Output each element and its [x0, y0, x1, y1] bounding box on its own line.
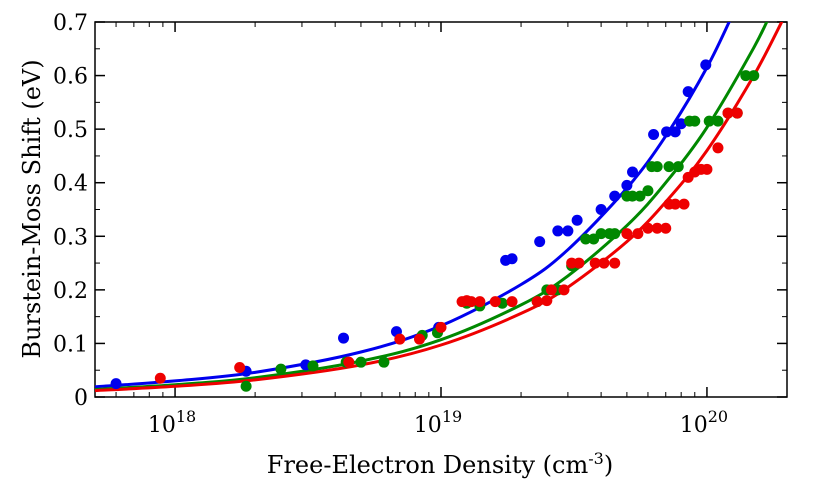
data-point-red: [343, 356, 355, 368]
y-tick-label: 0.6: [53, 65, 88, 90]
data-point-green: [609, 228, 621, 240]
data-point-blue: [562, 225, 574, 237]
data-point-blue: [534, 236, 546, 248]
fit-curve-blue: [95, 22, 731, 389]
data-point-red: [234, 362, 246, 374]
fit-curve-red: [95, 22, 784, 393]
series-red: [95, 22, 784, 393]
data-point-red: [545, 284, 557, 296]
points-blue: [110, 59, 712, 390]
y-tick-label: 0.1: [53, 332, 88, 357]
data-point-red: [573, 257, 585, 269]
data-point-blue: [110, 378, 122, 390]
y-tick-label: 0.2: [53, 279, 88, 304]
plot-area: [95, 22, 784, 393]
data-point-green: [651, 161, 663, 173]
data-point-red: [413, 333, 425, 345]
series-blue: [95, 22, 731, 389]
x-tick-label: 1019: [414, 407, 462, 438]
data-point-green: [378, 356, 390, 368]
data-point-red: [678, 198, 690, 210]
data-point-red: [651, 222, 663, 234]
data-point-red: [489, 296, 501, 308]
data-point-blue: [700, 59, 712, 71]
data-point-blue: [595, 204, 607, 215]
x-axis-title: Free-Electron Density (cm-3): [267, 449, 613, 479]
y-tick-label: 0.4: [53, 172, 88, 197]
data-point-red: [609, 257, 621, 269]
data-point-green: [595, 228, 607, 240]
data-point-red: [474, 296, 486, 308]
x-axis-title-exponent: -3: [588, 449, 604, 468]
data-point-blue: [506, 253, 518, 265]
x-axis-title-main: Free-Electron Density (cm: [267, 451, 589, 479]
data-point-green: [712, 115, 724, 127]
data-point-blue: [669, 126, 681, 138]
data-point-blue: [675, 118, 687, 130]
data-point-red: [589, 257, 601, 269]
data-point-blue: [338, 332, 350, 344]
data-point-green: [748, 70, 760, 82]
x-axis: 1018 1019 1020: [94, 22, 788, 438]
data-point-green: [642, 185, 654, 197]
data-point-red: [154, 372, 166, 384]
data-point-red: [435, 321, 447, 333]
x-axis-title-close: ): [604, 451, 613, 479]
data-point-red: [531, 296, 543, 308]
data-point-blue: [571, 214, 583, 226]
data-point-green: [307, 360, 319, 372]
data-point-red: [632, 228, 644, 240]
data-point-blue: [552, 225, 564, 237]
data-point-green: [240, 380, 252, 392]
data-point-green: [663, 161, 675, 173]
data-point-blue: [682, 86, 694, 98]
x-tick-label: 1018: [148, 407, 196, 438]
data-point-green: [703, 115, 715, 127]
y-axis-title: Burstein-Moss Shift (eV): [18, 59, 46, 358]
points-red: [154, 107, 743, 384]
data-point-red: [558, 284, 570, 296]
data-point-blue: [627, 166, 639, 178]
data-point-red: [506, 296, 518, 308]
data-point-red: [669, 198, 681, 210]
data-point-red: [465, 296, 477, 308]
data-point-blue: [621, 179, 633, 191]
y-tick-label: 0.7: [53, 11, 88, 36]
data-point-red: [712, 142, 724, 154]
data-point-red: [541, 295, 553, 307]
data-point-red: [642, 222, 654, 234]
data-point-red: [394, 333, 406, 345]
data-point-green: [689, 115, 701, 127]
x-tick-label: 1020: [680, 407, 728, 438]
data-point-green: [672, 161, 684, 173]
data-point-blue: [648, 129, 660, 140]
data-point-green: [634, 190, 646, 202]
y-tick-label: 0.5: [53, 118, 88, 143]
data-point-green: [580, 233, 592, 245]
data-point-red: [731, 107, 743, 119]
data-point-red: [660, 222, 672, 234]
data-point-red: [598, 257, 610, 269]
series-layer: [95, 22, 784, 393]
data-point-red: [722, 107, 734, 119]
y-axis: 0 0.1 0.2 0.3 0.4 0.5 0.6 0.7: [53, 11, 787, 411]
data-point-green: [275, 363, 287, 375]
data-point-red: [621, 228, 633, 240]
data-point-blue: [661, 126, 673, 138]
data-point-green: [740, 70, 752, 82]
y-tick-label: 0.3: [53, 225, 88, 250]
y-tick-label: 0: [74, 386, 88, 411]
data-point-green: [355, 356, 367, 368]
data-point-red: [701, 163, 713, 175]
data-point-blue: [609, 190, 621, 202]
